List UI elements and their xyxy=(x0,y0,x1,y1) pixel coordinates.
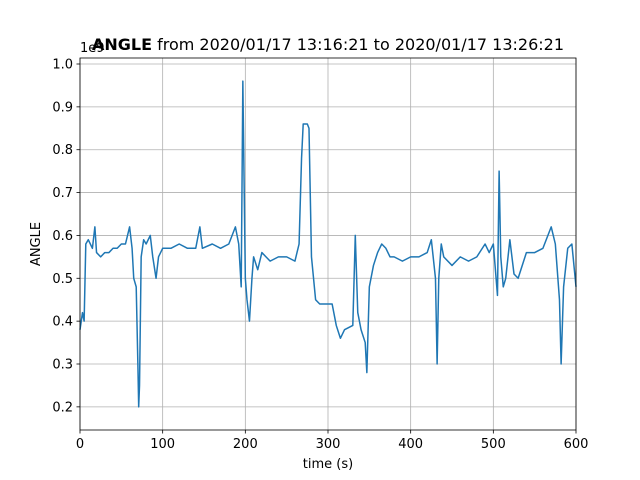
x-tick-label: 100 xyxy=(150,437,175,452)
plot-area: 0 100 200 300 400 500 600 0.2 0.3 0.4 0.5 0.6 0.7 0.8… xyxy=(52,58,588,453)
y-tick-label: 0.7 xyxy=(52,186,73,201)
y-tick-label: 0.6 xyxy=(52,229,73,244)
y-tick-label: 0.8 xyxy=(52,143,73,158)
title-rest: from 2020/01/17 13:16:21 to 2020/01/17 1… xyxy=(157,35,564,54)
y-tick-label: 0.2 xyxy=(52,400,73,415)
axes-frame xyxy=(79,57,577,431)
x-tick-label: 0 xyxy=(76,437,84,452)
x-tick-label: 400 xyxy=(398,437,423,452)
y-tick-label: 0.5 xyxy=(52,272,73,287)
x-tick-label: 200 xyxy=(233,437,258,452)
x-tick-label: 600 xyxy=(564,437,589,452)
x-axis-label: time (s) xyxy=(303,457,353,472)
x-tick-label: 500 xyxy=(481,437,506,452)
y-tick-label: 0.3 xyxy=(52,358,73,373)
title-bold: ANGLE xyxy=(92,35,152,54)
y-tick-label: 0.9 xyxy=(52,100,73,115)
chart-title: ANGLE from 2020/01/17 13:16:21 to 2020/0… xyxy=(92,35,564,54)
y-axis-label: ANGLE xyxy=(29,222,44,266)
offset-text: 1e9 xyxy=(80,41,105,56)
x-tick-label: 300 xyxy=(316,437,341,452)
data-line xyxy=(79,80,577,408)
y-tick-label: 1.0 xyxy=(52,58,73,73)
y-tick-label: 0.4 xyxy=(52,315,73,330)
